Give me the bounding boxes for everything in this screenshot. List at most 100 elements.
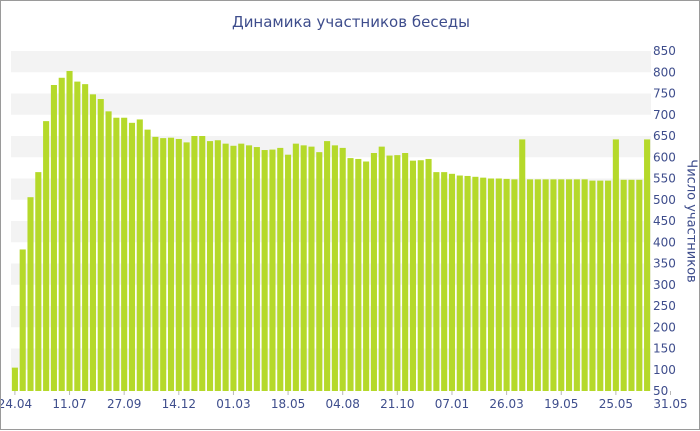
bar: [316, 152, 323, 391]
bar: [472, 176, 479, 391]
bar: [433, 172, 440, 391]
bar: [324, 141, 331, 391]
y-tick-label: 300: [653, 278, 676, 292]
bar: [160, 138, 167, 392]
x-tick-label: 01.03: [216, 397, 250, 411]
y-tick-label: 450: [653, 214, 676, 228]
bar: [144, 129, 151, 392]
bar: [269, 149, 276, 391]
bar: [355, 158, 362, 391]
x-tick-label: 26.03: [489, 397, 523, 411]
x-tick-label: 21.10: [380, 397, 414, 411]
y-tick-label: 850: [653, 44, 676, 58]
bar: [121, 117, 128, 391]
bar: [409, 160, 416, 391]
x-tick-label: 19.05: [544, 397, 578, 411]
bar: [386, 155, 393, 391]
bar: [152, 136, 159, 391]
bar: [97, 99, 104, 392]
bar: [246, 145, 253, 391]
x-tick-label: 27.09: [107, 397, 141, 411]
bar: [612, 139, 619, 391]
bar: [347, 158, 354, 391]
bar: [128, 122, 136, 391]
bar: [58, 77, 65, 392]
bar: [605, 180, 612, 392]
y-tick-label: 150: [653, 342, 676, 356]
bar: [183, 142, 190, 391]
bar: [644, 139, 651, 391]
bar: [589, 180, 596, 392]
bar: [175, 138, 182, 391]
bar: [402, 153, 409, 391]
bar: [370, 153, 377, 391]
y-tick-label: 750: [653, 87, 676, 101]
bar: [566, 179, 573, 391]
bar: [495, 178, 502, 391]
bar: [417, 160, 424, 391]
bar: [573, 179, 580, 391]
y-tick-label: 600: [653, 150, 676, 164]
bar: [167, 137, 175, 391]
y-tick-label: 250: [653, 299, 676, 313]
bar: [292, 143, 299, 391]
bar: [339, 147, 346, 391]
bar: [464, 175, 471, 391]
bar: [222, 143, 229, 391]
bar: [550, 179, 557, 391]
bar: [620, 179, 627, 391]
bar: [636, 179, 643, 391]
grid-band: [11, 93, 651, 115]
bar: [581, 179, 588, 391]
bar: [82, 84, 89, 392]
bar: [35, 172, 42, 391]
y-tick-label: 550: [653, 172, 676, 186]
bar: [261, 150, 268, 391]
bar: [441, 172, 448, 391]
x-tick-label: 04.08: [326, 397, 360, 411]
bar: [503, 178, 510, 391]
bar: [558, 179, 565, 391]
y-tick-label: 100: [653, 363, 676, 377]
x-tick-label: 31.05: [653, 397, 687, 411]
grid-band: [11, 51, 651, 73]
bar: [542, 179, 549, 391]
x-tick-label: 11.07: [52, 397, 86, 411]
bar: [378, 146, 385, 392]
bar: [363, 161, 370, 391]
bar: [480, 177, 487, 391]
bar: [136, 119, 143, 392]
bar: [74, 81, 81, 391]
y-tick-label: 800: [653, 65, 676, 79]
bar: [519, 139, 526, 391]
bar: [27, 197, 34, 391]
y-tick-label: 350: [653, 257, 676, 271]
x-tick-label: 07.01: [435, 397, 469, 411]
bar: [285, 154, 292, 391]
bar: [308, 146, 315, 392]
bar: [214, 140, 221, 391]
bar: [277, 147, 284, 391]
y-tick-label: 400: [653, 235, 676, 249]
x-tick-label: 24.04: [1, 397, 32, 411]
y-tick-label: 700: [653, 108, 676, 122]
bar: [206, 141, 214, 391]
bar: [331, 145, 338, 391]
bar: [511, 179, 518, 391]
bar: [487, 178, 495, 391]
bar: [253, 147, 260, 391]
bar: [394, 155, 401, 392]
bar: [43, 121, 50, 392]
bar: [113, 117, 120, 391]
bar: [448, 173, 456, 391]
bar: [597, 180, 604, 392]
bar: [50, 85, 57, 391]
y-tick-label: 200: [653, 320, 676, 334]
bar: [425, 158, 432, 391]
bar: [19, 249, 26, 391]
y-tick-label: 650: [653, 129, 676, 143]
bar: [89, 94, 96, 391]
bar: [66, 70, 73, 391]
